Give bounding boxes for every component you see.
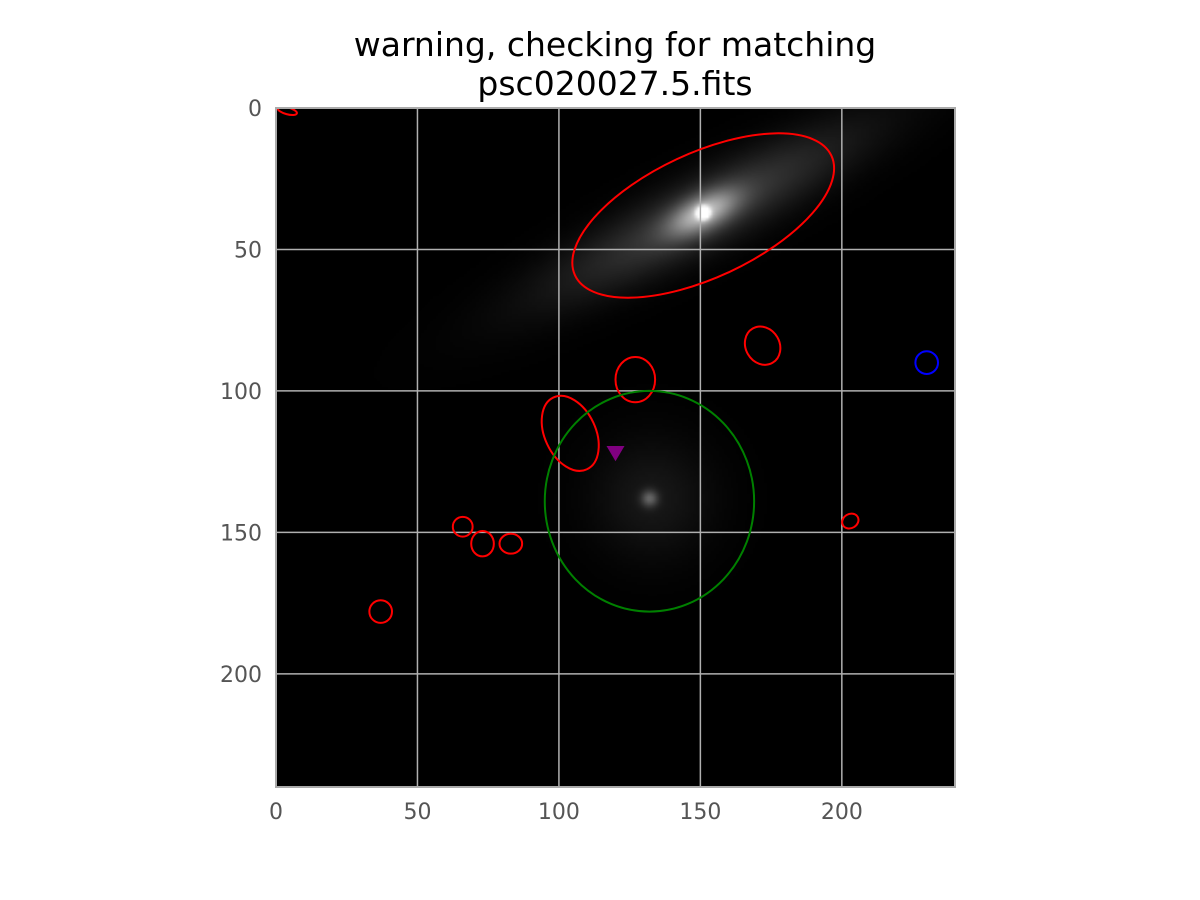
y-tick-label: 150: [220, 521, 262, 546]
source-ellipse: [543, 389, 756, 613]
x-tick-label: 150: [679, 800, 721, 825]
x-tick-label: 200: [821, 800, 863, 825]
source-ellipse: [743, 325, 782, 366]
plot-frame: [275, 107, 956, 788]
y-tick-label: 100: [220, 380, 262, 405]
y-axis-ticks: 0 50 100 150 200: [220, 97, 262, 688]
source-ellipse: [614, 355, 657, 404]
source-ellipse: [498, 532, 524, 555]
plot-area: [275, 107, 956, 788]
source-ellipse: [841, 512, 860, 530]
grid-lines: [276, 108, 955, 787]
source-ellipse: [571, 132, 836, 299]
x-axis-ticks: 0 50 100 150 200: [269, 800, 863, 825]
y-tick-label: 0: [248, 97, 262, 122]
source-ellipse: [451, 515, 474, 538]
source-ellipse: [470, 529, 495, 558]
x-tick-label: 50: [403, 800, 431, 825]
chart-title-line-1: warning, checking for matching: [354, 25, 877, 64]
source-ellipse: [368, 599, 393, 624]
overlay-shapes: [276, 108, 940, 624]
chart-title-line-2: psc020027.5.fits: [477, 64, 752, 103]
y-tick-label: 50: [234, 238, 262, 263]
x-tick-label: 0: [269, 800, 283, 825]
y-tick-label: 200: [220, 663, 262, 688]
source-ellipse: [540, 394, 600, 472]
source-ellipse: [914, 350, 940, 375]
x-tick-label: 100: [538, 800, 580, 825]
triangle-marker: [606, 445, 625, 462]
